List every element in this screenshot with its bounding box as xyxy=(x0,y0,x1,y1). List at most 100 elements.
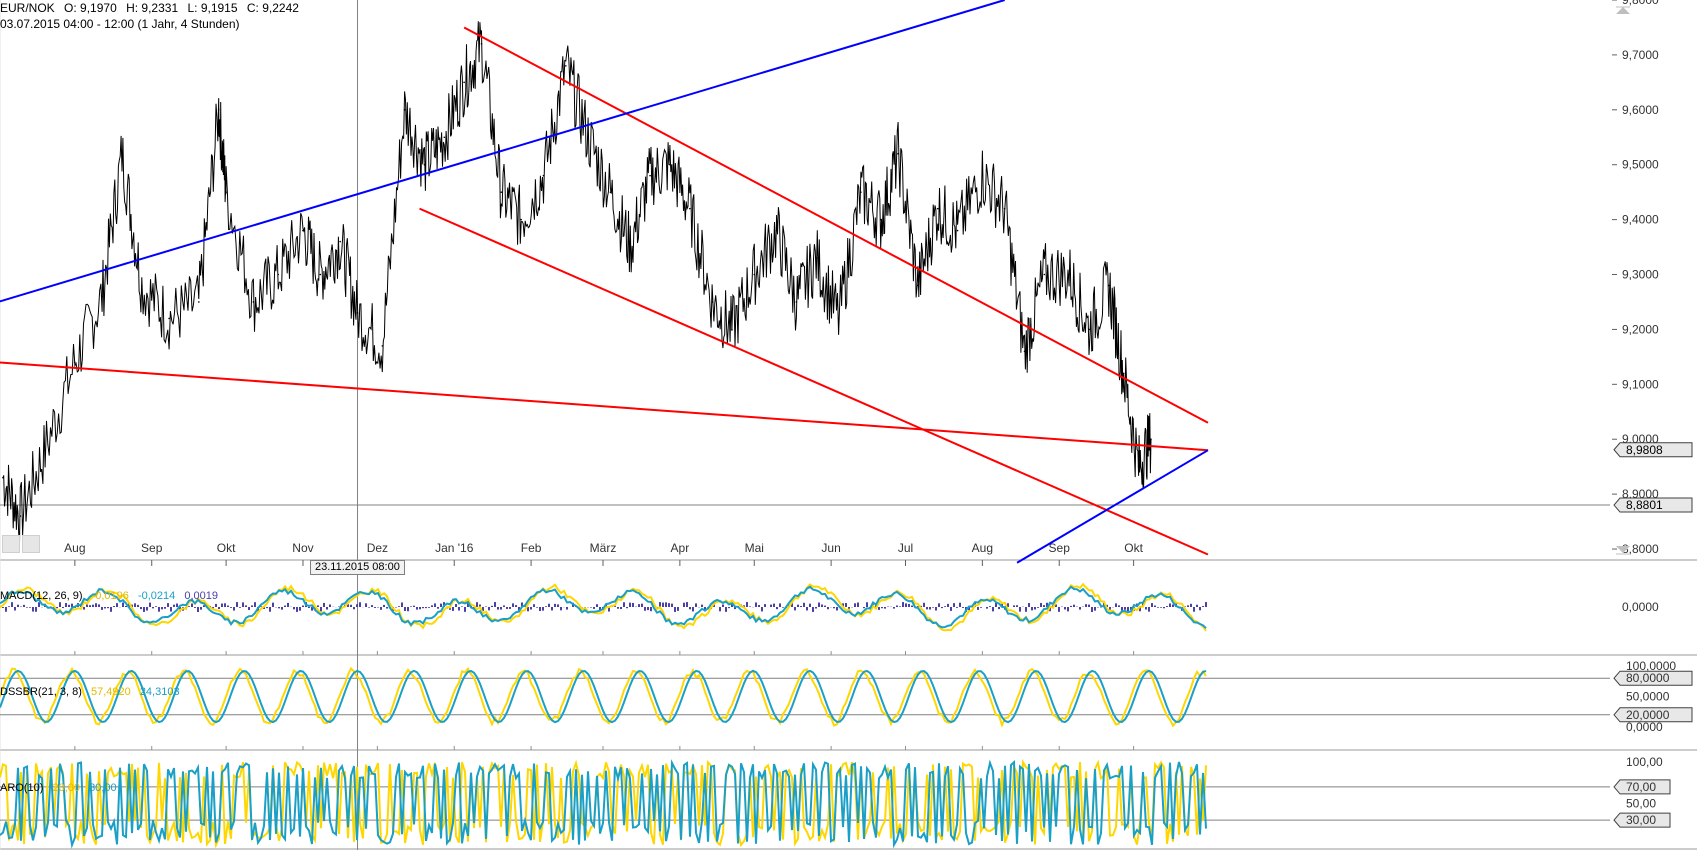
price-badge-box xyxy=(1613,442,1693,458)
macd-legend: MACD(12, 26, 9) -0,0196 -0,0214 0,0019 xyxy=(0,590,224,602)
x-tick-label: Aug xyxy=(64,541,85,555)
price-point xyxy=(225,191,227,193)
y-tick-label: 9,8000 xyxy=(1622,0,1659,7)
price-point xyxy=(860,191,862,193)
x-tick-label: Dez xyxy=(367,541,388,555)
price-point xyxy=(339,240,341,243)
y-tick-label: 9,6000 xyxy=(1622,103,1659,117)
macd-label: MACD(12, 26, 9) xyxy=(0,590,83,602)
price-point xyxy=(252,301,255,303)
price-badge: 8,9808 xyxy=(1613,442,1693,458)
price-point xyxy=(19,515,22,517)
x-tick-label: Nov xyxy=(292,541,313,555)
aro-down-line xyxy=(0,759,1207,849)
price-point xyxy=(381,345,384,347)
price-point xyxy=(302,229,304,232)
scroll-up-icon[interactable] xyxy=(1615,3,1631,14)
aro-y-tick-label: 100,00 xyxy=(1626,755,1663,769)
price-point xyxy=(1023,350,1026,353)
symbol-label: EUR/NOK xyxy=(0,1,55,15)
y-tick-label: 9,3000 xyxy=(1622,268,1659,282)
price-point xyxy=(101,295,103,298)
aro-legend: ARO(10) 20,00 30,00 xyxy=(0,782,123,794)
price-point xyxy=(1137,465,1140,468)
x-tick-label: Jan '16 xyxy=(435,541,474,555)
price-point xyxy=(403,109,406,111)
chart-header: EUR/NOK O: 9,1970 H: 9,2331 L: 9,1915 C:… xyxy=(0,1,305,15)
dssbr-level-badge xyxy=(1613,707,1693,723)
price-point xyxy=(1108,284,1110,287)
price-point xyxy=(319,273,322,276)
price-point xyxy=(423,163,426,166)
price-point xyxy=(981,174,984,177)
high-value: H: 9,2331 xyxy=(126,1,179,15)
price-point xyxy=(480,43,483,45)
price-point xyxy=(277,273,279,276)
dssbr-value-1: 57,4920 xyxy=(90,686,131,698)
price-point xyxy=(649,174,651,177)
price-point xyxy=(1088,328,1090,331)
x-tick-label: Sep xyxy=(1049,541,1071,555)
price-point xyxy=(141,284,143,287)
aro-value-1: 20,00 xyxy=(52,782,80,794)
aro-level-badge xyxy=(1613,812,1671,828)
x-tick-label: März xyxy=(590,541,617,555)
x-tick-label: Okt xyxy=(217,541,236,555)
macd-signal-line xyxy=(0,585,1207,629)
trendline-red xyxy=(0,361,1209,452)
dssbr-y-tick-label: 0,0000 xyxy=(1626,720,1663,734)
price-point xyxy=(1043,273,1046,276)
dssbr-line xyxy=(0,666,1207,728)
price-point xyxy=(542,174,545,177)
y-tick-label: 9,4000 xyxy=(1622,213,1659,227)
price-point xyxy=(688,207,691,210)
price-axis-area xyxy=(1612,0,1697,560)
dssbr-value-2: 24,3103 xyxy=(139,686,180,698)
dssbr-y-tick-label: 80,0000 xyxy=(1626,671,1670,685)
price-point xyxy=(956,229,959,232)
trendline-red xyxy=(419,207,1209,556)
x-tick-label: Okt xyxy=(1124,541,1143,555)
scroll-left-button[interactable] xyxy=(2,535,20,553)
price-point xyxy=(795,301,798,303)
price-point xyxy=(609,191,612,193)
price-badge-label: 8,9808 xyxy=(1626,443,1663,457)
aro-label: ARO(10) xyxy=(0,782,44,794)
low-value: L: 9,1915 xyxy=(187,1,238,15)
price-point xyxy=(500,191,503,193)
price-point xyxy=(198,301,200,303)
price-point xyxy=(936,207,939,210)
price-point xyxy=(711,301,713,303)
scroll-right-button[interactable] xyxy=(22,535,40,553)
price-point xyxy=(463,81,465,84)
dssbr-label: DSSBR(21, 3, 8) xyxy=(0,686,82,698)
dssbr-legend: DSSBR(21, 3, 8) 57,4920 24,3103 xyxy=(0,686,186,698)
price-point xyxy=(753,273,756,276)
dssbr-y-tick-label: 50,0000 xyxy=(1626,690,1670,704)
y-tick-label: 8,8000 xyxy=(1622,542,1659,556)
trendline-red xyxy=(463,26,1209,424)
macd-value-2: -0,0214 xyxy=(137,590,176,602)
x-tick-label: Jun xyxy=(821,541,840,555)
x-tick-label: Apr xyxy=(671,541,690,555)
price-point xyxy=(879,218,882,221)
price-line xyxy=(2,21,1152,545)
aro-y-tick-label: 30,00 xyxy=(1626,813,1656,827)
x-tick-label: Mai xyxy=(745,541,764,555)
trendline-blue xyxy=(1016,449,1209,564)
aro-up-line xyxy=(0,758,1207,849)
macd-line xyxy=(0,582,1207,632)
price-point xyxy=(44,449,46,451)
price-point xyxy=(775,229,778,232)
price-point xyxy=(74,361,76,364)
price-point xyxy=(2,476,4,479)
price-point xyxy=(520,218,522,221)
y-tick-label: 9,7000 xyxy=(1622,48,1659,62)
price-point xyxy=(1150,438,1152,441)
scroll-down-icon[interactable] xyxy=(1615,542,1631,555)
trendline-blue xyxy=(0,0,1005,303)
price-point xyxy=(731,328,733,331)
price-badge-box xyxy=(1613,497,1693,513)
close-value: C: 9,2242 xyxy=(246,1,299,15)
